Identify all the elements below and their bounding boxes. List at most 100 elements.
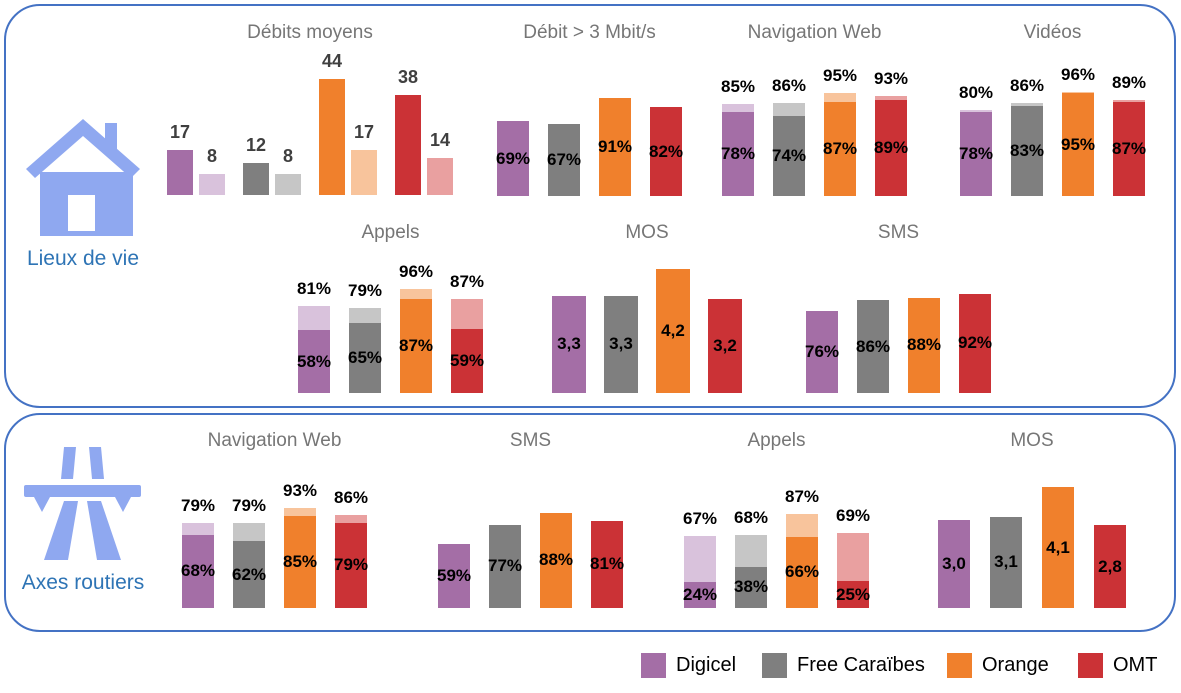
bar-orange: 85% — [282, 516, 318, 608]
bar-value-label: 3,3 — [609, 334, 633, 354]
bar-value-label: 76% — [804, 341, 840, 361]
bar-digicel: 3,3 — [552, 295, 586, 393]
bar-value-label: 85% — [282, 552, 318, 572]
house-icon — [26, 119, 140, 236]
bar-free-cara-bes: 3,1 — [990, 516, 1022, 608]
bar-value-label: 3,2 — [713, 335, 737, 355]
bar-value-label: 69% — [495, 148, 531, 168]
bar-value-label: 82% — [648, 141, 684, 161]
bar-omt: 89% — [874, 99, 908, 196]
bar-digicel-secondary — [199, 173, 225, 195]
bar-value-label: 25% — [835, 584, 871, 604]
bar-value-label: 92% — [957, 333, 993, 353]
bar-orange: 91% — [598, 97, 632, 196]
bar-orange: 4,1 — [1042, 487, 1074, 608]
bar-free-cara-bes: 3,3 — [604, 295, 638, 393]
bar-total-label: 86% — [771, 76, 807, 96]
bar-omt: 3,2 — [708, 298, 742, 393]
bar-total-label: 95% — [822, 66, 858, 86]
chart-title-sms: SMS — [877, 222, 920, 243]
bar-free-cara-bes: 67% — [547, 123, 581, 196]
bar-free-cara-bes: 62% — [232, 541, 266, 608]
bar-orange: 88% — [907, 297, 941, 393]
chart-title-appels: Appels — [747, 430, 806, 451]
bar-value-label: 38% — [733, 577, 769, 597]
bar-total-label: 96% — [1060, 65, 1096, 85]
bar-free-cara-bes: 74% — [771, 116, 807, 196]
bar-value-label: 44 — [321, 50, 343, 71]
bar-value-label: 68% — [180, 561, 216, 581]
bar-free-cara-bes: 86% — [856, 300, 890, 393]
bar-value-label: 59% — [449, 351, 485, 371]
bar-free-cara-bes — [243, 163, 269, 195]
bar-free-cara-bes-secondary — [275, 173, 301, 195]
bar-total-label: 86% — [1009, 76, 1045, 96]
bar-value-label: 65% — [347, 347, 383, 367]
bar-omt: 87% — [1112, 102, 1146, 196]
bar-value-label: 14 — [429, 130, 451, 151]
bar-digicel: 68% — [180, 534, 216, 608]
bar-total-label: 80% — [958, 82, 994, 102]
bar-value-label: 4,1 — [1046, 537, 1070, 557]
bar-value-label: 88% — [538, 550, 574, 570]
bar-orange: 87% — [822, 102, 858, 196]
bar-orange: 87% — [399, 299, 433, 393]
legend-swatch-orange — [947, 653, 972, 678]
bar-value-label: 17 — [169, 122, 191, 143]
chart-title-d-bits-moyens: Débits moyens — [247, 22, 373, 43]
bar-value-label: 78% — [958, 143, 994, 163]
bar-value-label: 24% — [682, 585, 718, 605]
bar-omt: 2,8 — [1094, 525, 1126, 608]
bar-total-label: 79% — [231, 495, 267, 515]
bar-total-label: 81% — [296, 278, 332, 298]
bar-total-label: 93% — [873, 68, 909, 88]
bar-digicel — [167, 150, 193, 195]
chart-title-navigation-web: Navigation Web — [207, 430, 342, 451]
panel-label-lieux-de-vie: Lieux de vie — [26, 247, 140, 270]
legend-label-orange: Orange — [982, 654, 1049, 676]
chart-title-appels: Appels — [361, 222, 420, 243]
panel-lieux-de-vie — [4, 4, 1176, 408]
bar-value-label: 59% — [436, 566, 472, 586]
bar-value-label: 79% — [333, 555, 369, 575]
bar-digicel: 76% — [804, 310, 840, 393]
bar-value-label: 3,0 — [942, 553, 966, 573]
chart-title-vid-os: Vidéos — [1023, 22, 1082, 43]
chart-title-mos: MOS — [625, 222, 669, 243]
bar-total-label: 87% — [784, 487, 820, 507]
chart-title-sms: SMS — [509, 430, 552, 451]
legend-label-free-cara-bes: Free Caraïbes — [797, 654, 925, 676]
legend-swatch-free-cara-bes — [762, 653, 787, 678]
bar-total-label: 67% — [682, 508, 718, 528]
bar-digicel: 78% — [958, 111, 994, 196]
bar-free-cara-bes: 77% — [488, 524, 522, 608]
bar-value-label: 87% — [822, 139, 858, 159]
bar-digicel: 78% — [720, 111, 756, 196]
panel-label-axes-routiers: Axes routiers — [21, 571, 145, 594]
bar-total-label: 96% — [398, 262, 434, 282]
bar-omt — [395, 94, 421, 195]
bar-value-label: 3,3 — [557, 334, 581, 354]
bar-free-cara-bes: 38% — [733, 566, 769, 608]
legend-label-omt: OMT — [1113, 654, 1158, 676]
bar-total-label: 79% — [347, 280, 383, 300]
bar-value-label: 58% — [296, 351, 332, 371]
bar-omt: 79% — [333, 522, 369, 608]
motorway-icon — [24, 447, 141, 560]
bar-value-label: 78% — [720, 143, 756, 163]
bar-orange — [319, 78, 345, 195]
chart-title-navigation-web: Navigation Web — [747, 22, 882, 43]
bar-value-label: 17 — [353, 122, 375, 143]
bar-value-label: 2,8 — [1098, 556, 1122, 576]
bar-omt: 25% — [835, 581, 871, 608]
bar-free-cara-bes: 83% — [1010, 106, 1044, 196]
bar-value-label: 74% — [771, 146, 807, 166]
bar-value-label: 38 — [397, 66, 419, 87]
bar-total-label: 87% — [449, 272, 485, 292]
bar-total-label: 86% — [333, 488, 369, 508]
chart-title-d-bit-3-mbit-s: Débit > 3 Mbit/s — [523, 22, 656, 43]
bar-value-label: 8 — [206, 145, 217, 166]
bar-total-label: 68% — [733, 507, 769, 527]
bar-omt: 82% — [648, 107, 684, 196]
